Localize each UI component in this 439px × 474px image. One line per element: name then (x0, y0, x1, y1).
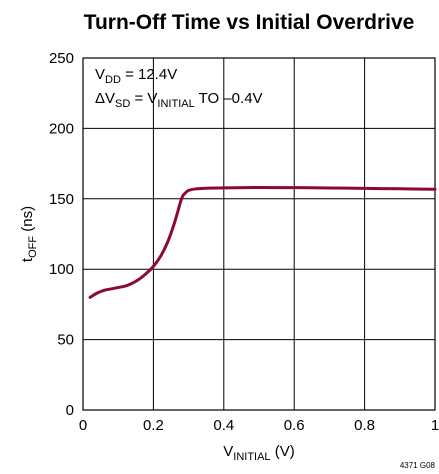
y-tick-label: 50 (57, 332, 74, 349)
annotation-line-2: ΔVSD = VINITIAL TO –0.4V (95, 90, 263, 110)
y-tick-label: 200 (49, 120, 74, 137)
x-axis-label: VINITIAL (V) (223, 443, 294, 463)
annotation-line-1: VDD = 12.4V (95, 66, 177, 86)
x-tick-label: 1 (431, 417, 439, 434)
y-tick-label: 0 (66, 402, 74, 419)
x-tick-label: 0 (79, 417, 87, 434)
y-tick-label: 150 (49, 191, 74, 208)
y-tick-label: 100 (49, 261, 74, 278)
y-axis-label: tOFF (ns) (19, 206, 39, 262)
x-tick-label: 0.2 (143, 417, 164, 434)
x-tick-label: 0.6 (284, 417, 305, 434)
x-tick-label: 0.4 (213, 417, 234, 434)
chart-title: Turn-Off Time vs Initial Overdrive (84, 11, 415, 34)
series-line (88, 186, 437, 299)
figure-id: 4371 G08 (400, 461, 436, 470)
grid-lines (83, 58, 435, 410)
plot-frame (82, 57, 436, 411)
series-group (88, 186, 437, 299)
y-tick-label: 250 (49, 50, 74, 67)
annotation: VDD = 12.4V ΔVSD = VINITIAL TO –0.4V (95, 66, 263, 110)
x-tick-label: 0.8 (354, 417, 375, 434)
y-tick-labels: 0 50 100 150 200 250 (49, 50, 74, 419)
x-tick-labels: 0 0.2 0.4 0.6 0.8 1 (79, 417, 439, 434)
